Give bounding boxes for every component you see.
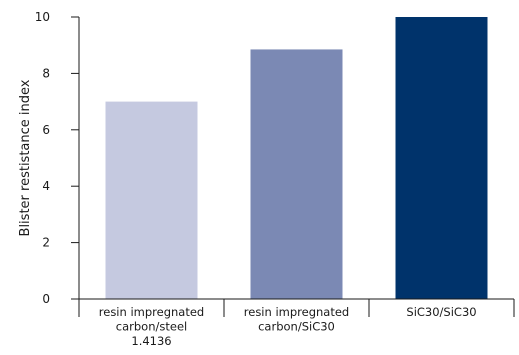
- bars: [105, 17, 488, 300]
- y-tick-label-4: 8: [42, 66, 50, 80]
- y-axis: 0 2 4 6 8 10: [35, 10, 80, 306]
- bar-3: [395, 17, 488, 299]
- x-category-label-2: resin impregnated carbon/SiC30: [244, 305, 349, 334]
- bar-1: [105, 101, 198, 299]
- x-axis: resin impregnated carbon/steel 1.4136 resin…: [78, 298, 515, 348]
- y-axis-title: Blister restistance index: [18, 79, 33, 236]
- y-tick-label-2: 4: [42, 179, 50, 193]
- y-tick-label-3: 6: [42, 123, 50, 137]
- y-tick-label-1: 2: [42, 236, 50, 250]
- y-tick-label-0: 0: [42, 292, 50, 306]
- x-category-label-3: SiC30/SiC30: [406, 305, 476, 319]
- y-tick-label-5: 10: [35, 10, 50, 24]
- bar-2: [250, 49, 343, 300]
- x-category-label-1: resin impregnated carbon/steel 1.4136: [99, 305, 204, 348]
